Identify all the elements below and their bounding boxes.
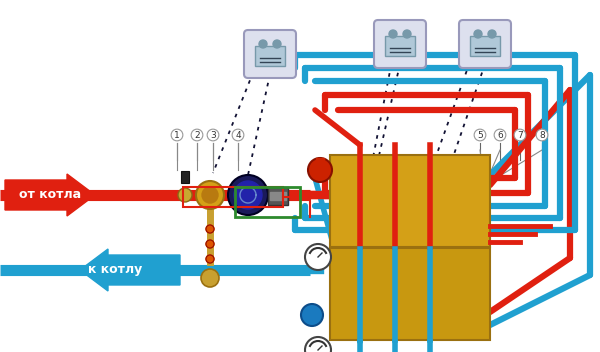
Circle shape [196,181,224,209]
Circle shape [308,158,332,182]
Text: 1: 1 [174,131,180,139]
Text: 3: 3 [210,131,216,139]
Circle shape [206,225,214,233]
FancyBboxPatch shape [244,30,296,78]
Circle shape [206,240,214,248]
Text: 8: 8 [539,131,545,139]
Text: от котла: от котла [19,189,81,201]
Bar [330,248,490,340]
Circle shape [273,40,281,48]
Text: 7: 7 [517,131,523,139]
Text: 2: 2 [194,131,200,139]
Circle shape [206,255,214,263]
Text: 6: 6 [497,131,503,139]
Circle shape [202,187,218,203]
Bar [255,46,285,66]
Circle shape [206,255,214,263]
FancyArrow shape [80,249,180,291]
Circle shape [403,30,411,38]
Circle shape [228,175,268,215]
Bar [235,187,300,217]
Bar [330,155,490,247]
Circle shape [259,40,267,48]
Circle shape [206,240,214,248]
Bar [316,158,324,163]
Circle shape [206,225,214,233]
Circle shape [488,30,496,38]
Circle shape [305,337,331,352]
Circle shape [305,244,331,270]
FancyArrow shape [5,174,95,216]
Text: 4: 4 [235,131,241,139]
Circle shape [234,181,262,209]
Circle shape [178,188,192,202]
FancyBboxPatch shape [459,20,511,68]
Bar [270,192,286,200]
Circle shape [301,304,323,326]
Bar [183,187,283,207]
Text: к котлу: к котлу [88,264,142,277]
Text: 5: 5 [477,131,483,139]
Bar [181,171,189,183]
Circle shape [474,30,482,38]
Circle shape [201,269,219,287]
Bar [268,187,288,205]
Bar [385,36,415,56]
FancyBboxPatch shape [374,20,426,68]
Circle shape [389,30,397,38]
Bar [470,36,500,56]
